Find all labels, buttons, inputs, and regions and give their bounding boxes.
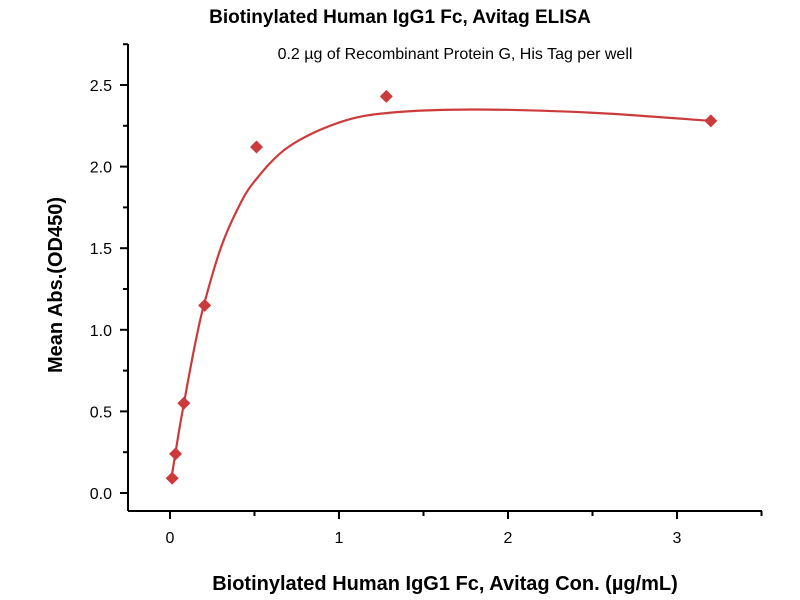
x-tick-label: 0 xyxy=(166,530,175,547)
x-tick-label: 2 xyxy=(504,530,513,547)
chart-subtitle: 0.2 µg of Recombinant Protein G, His Tag… xyxy=(278,46,633,63)
data-point xyxy=(704,114,718,128)
x-axis-label: Biotinylated Human IgG1 Fc, Avitag Con. … xyxy=(212,573,678,595)
y-axis-label: Mean Abs.(OD450) xyxy=(45,197,67,373)
chart-title: Biotinylated Human IgG1 Fc, Avitag ELISA xyxy=(209,7,591,28)
x-tick-label: 1 xyxy=(335,530,344,547)
data-point xyxy=(169,447,183,461)
y-tick-label: 1.0 xyxy=(90,323,112,340)
y-tick-label: 2.0 xyxy=(90,160,112,177)
x-tick-label: 3 xyxy=(673,530,682,547)
y-tick-label: 0.0 xyxy=(90,486,112,503)
y-tick-label: 0.5 xyxy=(90,404,112,421)
data-point xyxy=(198,298,212,312)
fit-curve xyxy=(171,108,711,474)
data-point xyxy=(250,140,264,154)
data-point xyxy=(177,396,191,410)
y-tick-label: 1.5 xyxy=(90,241,112,258)
data-point xyxy=(165,471,179,485)
data-point xyxy=(379,89,393,103)
y-tick-label: 2.5 xyxy=(90,78,112,95)
